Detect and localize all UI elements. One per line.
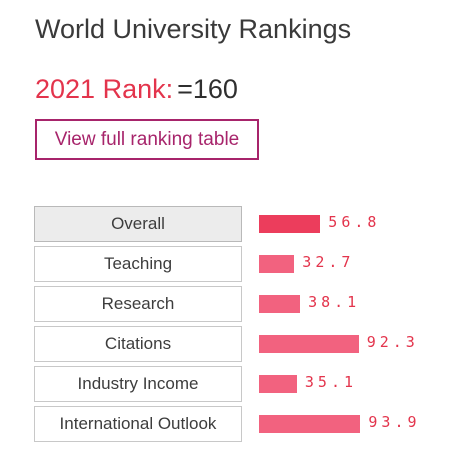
score-bar-research bbox=[259, 295, 301, 313]
score-value-teaching: 32.7 bbox=[302, 253, 355, 271]
score-value-research: 38.1 bbox=[308, 293, 361, 311]
metric-row-citations: Citations 92.3 bbox=[34, 326, 464, 362]
score-bar-overall bbox=[259, 215, 321, 233]
metric-button-citations[interactable]: Citations bbox=[34, 326, 242, 362]
score-value-international-outlook: 93.9 bbox=[368, 413, 421, 431]
score-value-industry-income: 35.1 bbox=[304, 373, 358, 391]
metric-button-overall[interactable]: Overall bbox=[34, 206, 242, 242]
rank-line: 2021 Rank: =160 bbox=[35, 74, 238, 105]
metric-row-industry-income: Industry Income 35.1 bbox=[34, 366, 464, 402]
metrics-list: Overall 56.8 Teaching 32.7 Research 38.1… bbox=[34, 206, 464, 446]
metric-button-research[interactable]: Research bbox=[34, 286, 242, 322]
metric-button-international-outlook[interactable]: International Outlook bbox=[34, 406, 242, 442]
metric-row-international-outlook: International Outlook 93.9 bbox=[34, 406, 464, 442]
metric-row-teaching: Teaching 32.7 bbox=[34, 246, 464, 282]
rank-label: 2021 Rank: bbox=[35, 74, 174, 104]
rank-value: =160 bbox=[177, 74, 238, 104]
page-title: World University Rankings bbox=[35, 14, 352, 44]
score-bar-citations bbox=[259, 335, 359, 353]
view-full-ranking-button[interactable]: View full ranking table bbox=[35, 119, 259, 160]
score-value-overall: 56.8 bbox=[328, 213, 381, 231]
score-bar-industry-income bbox=[259, 375, 297, 393]
metric-button-industry-income[interactable]: Industry Income bbox=[34, 366, 242, 402]
score-bar-teaching bbox=[259, 255, 295, 273]
score-value-citations: 92.3 bbox=[366, 333, 419, 351]
score-bar-international-outlook bbox=[259, 415, 361, 433]
metric-row-overall: Overall 56.8 bbox=[34, 206, 464, 242]
metric-button-teaching[interactable]: Teaching bbox=[34, 246, 242, 282]
metric-row-research: Research 38.1 bbox=[34, 286, 464, 322]
